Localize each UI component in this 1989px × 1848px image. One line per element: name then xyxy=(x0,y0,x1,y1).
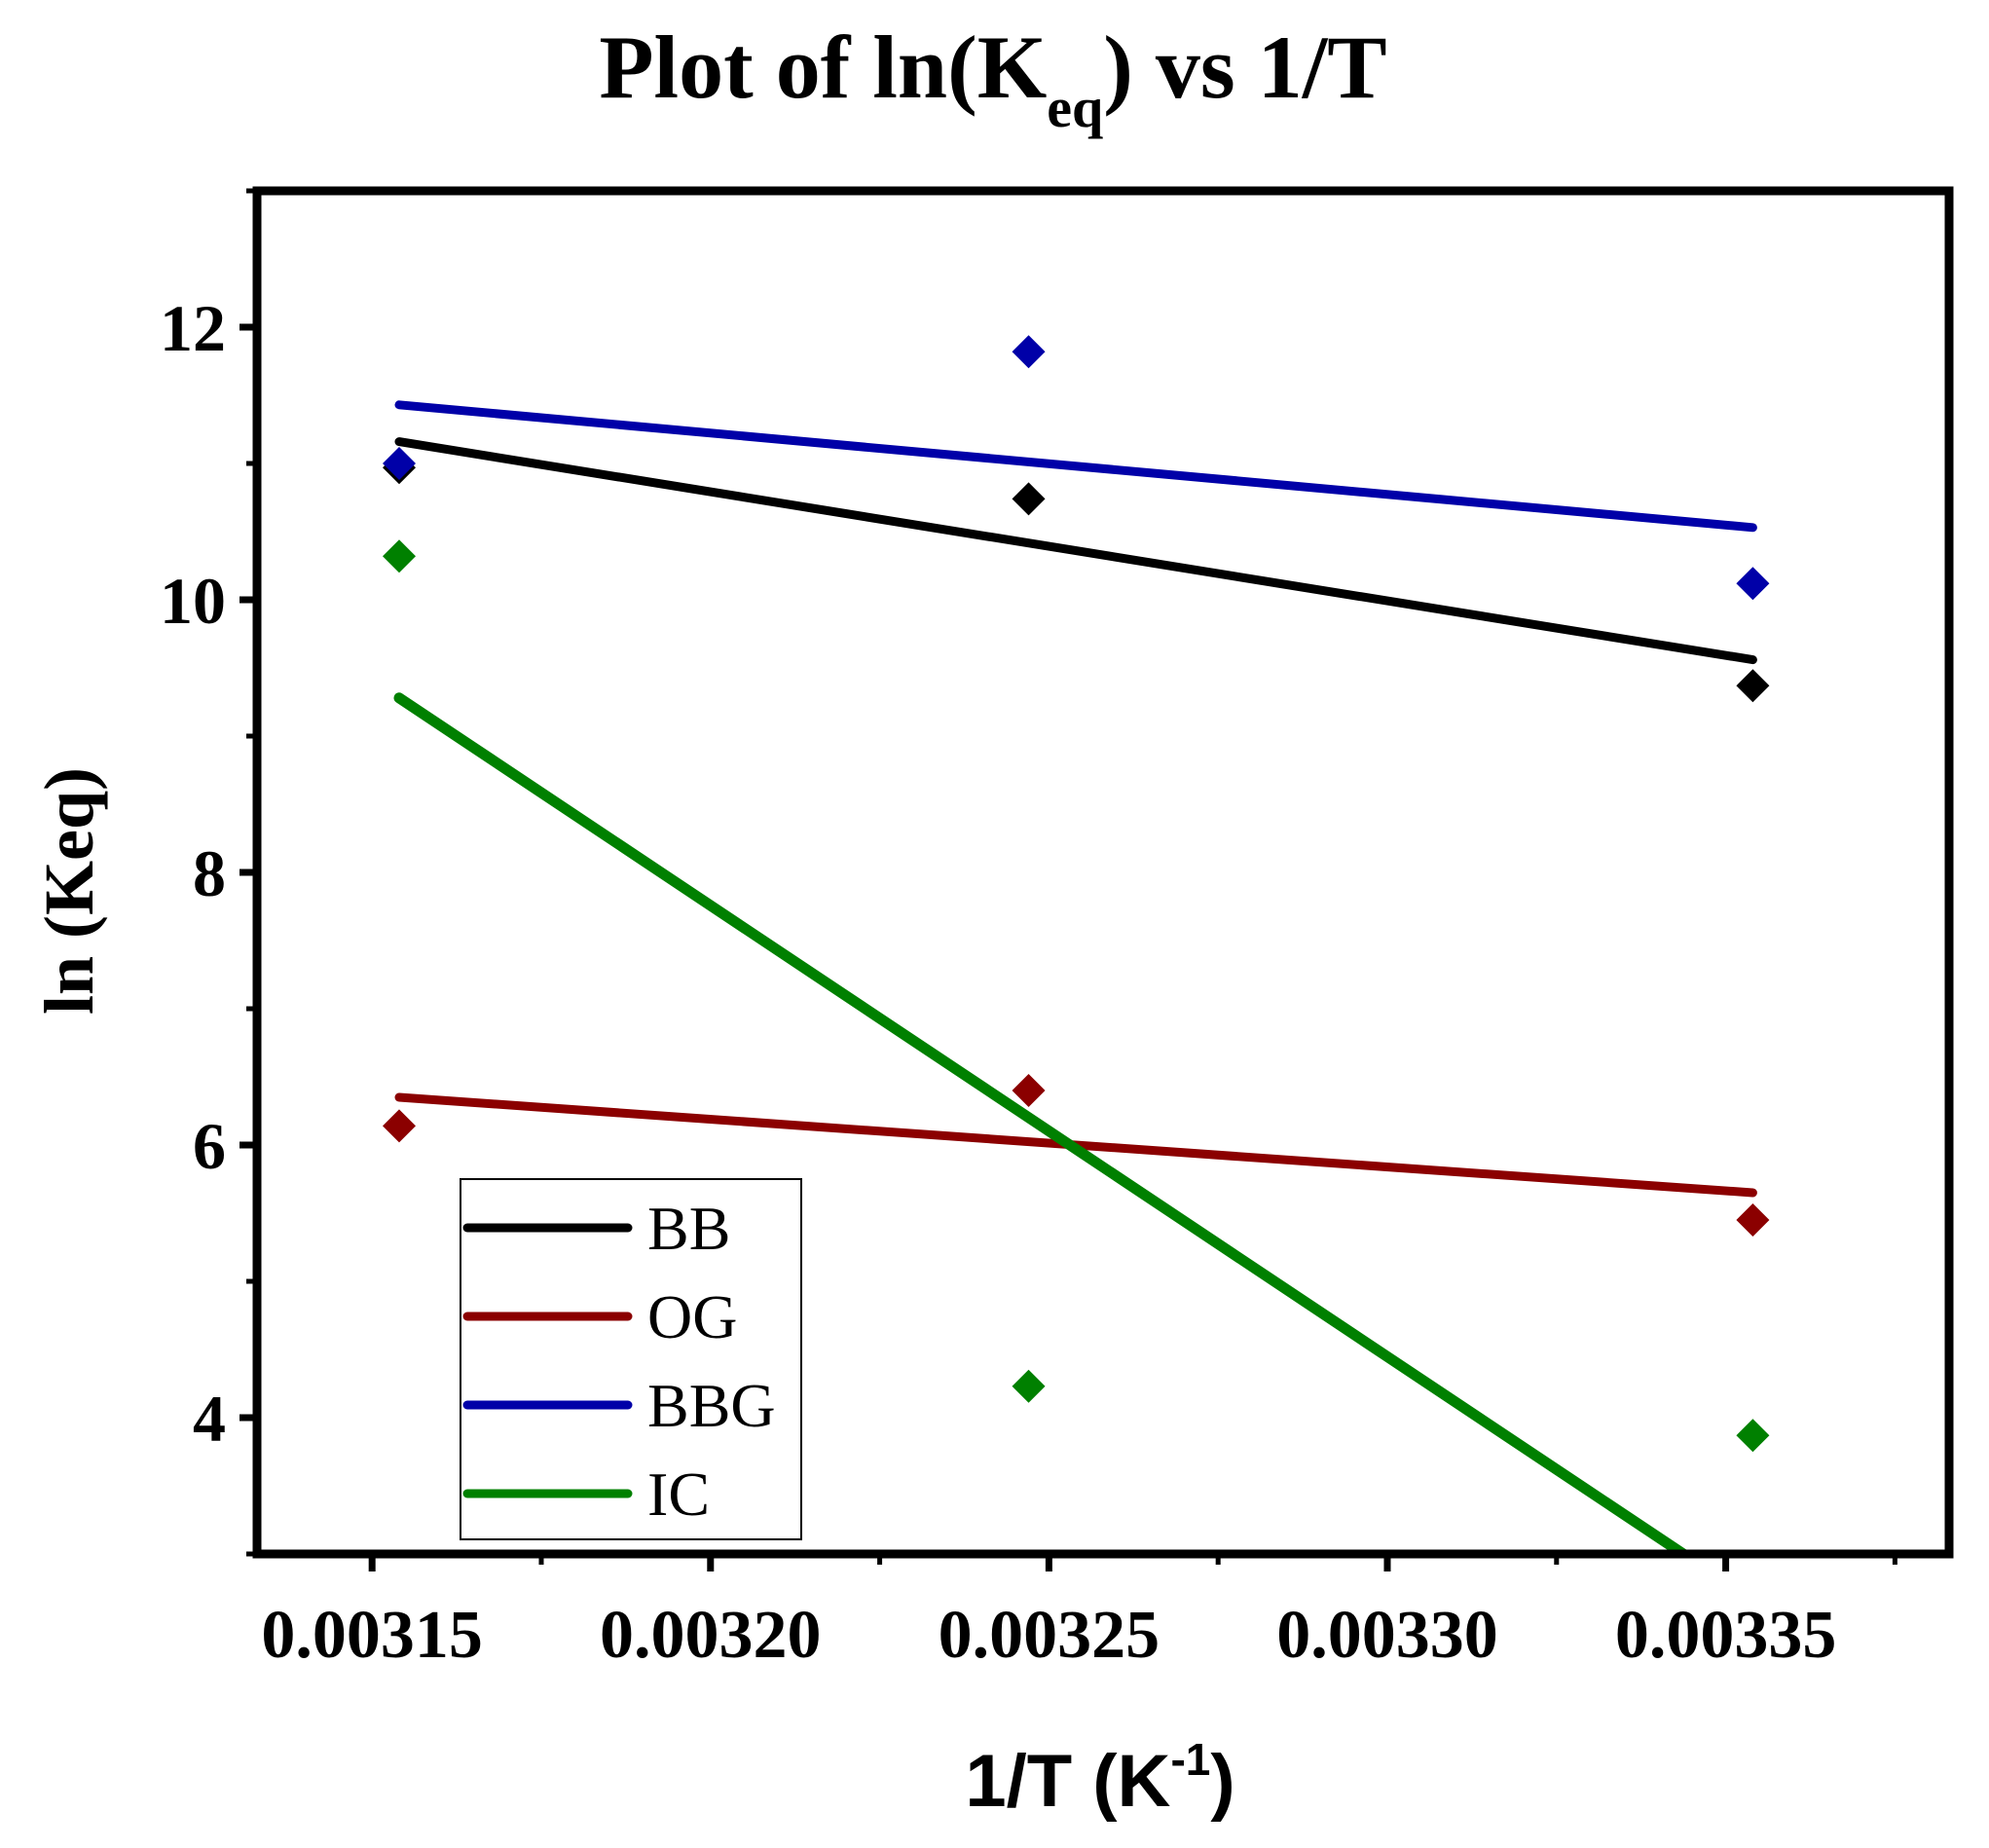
point-bbg xyxy=(382,447,416,480)
y-tick-label: 12 xyxy=(160,291,226,365)
fit-line-bb xyxy=(394,437,1757,665)
point-og xyxy=(1736,1203,1770,1237)
fit-line-bbg xyxy=(394,400,1757,533)
point-ic xyxy=(382,539,416,573)
legend-box xyxy=(460,1178,802,1540)
x-tick-label: 0.00315 xyxy=(261,1598,483,1673)
point-ic xyxy=(1736,1419,1770,1453)
chart-title: Plot of ln(Keq) vs 1/T xyxy=(599,18,1386,139)
y-tick-label: 8 xyxy=(193,836,226,910)
point-bb xyxy=(1736,669,1770,703)
point-bb xyxy=(1012,482,1046,516)
fit-line-ic xyxy=(393,692,1693,1554)
y-tick-label: 10 xyxy=(160,564,226,638)
y-tick-label: 6 xyxy=(193,1109,226,1183)
x-tick-label: 0.00335 xyxy=(1615,1598,1837,1673)
point-ic xyxy=(1012,1369,1046,1403)
y-axis-label: ln (Keq) xyxy=(30,767,108,1015)
legend-label-ic: IC xyxy=(647,1460,710,1529)
x-tick-label: 0.00320 xyxy=(600,1598,822,1673)
point-bbg xyxy=(1012,335,1046,369)
legend: BB OG BBG IC xyxy=(460,1178,802,1540)
y-tick-label: 4 xyxy=(193,1382,226,1456)
point-bbg xyxy=(1736,567,1770,601)
point-og xyxy=(382,1109,416,1143)
legend-label-og: OG xyxy=(647,1282,737,1351)
x-axis-label: 1/T (K-1) xyxy=(965,1734,1234,1823)
x-tick-label: 0.00330 xyxy=(1276,1598,1498,1673)
point-og xyxy=(1012,1074,1046,1107)
x-tick-label: 0.00325 xyxy=(939,1598,1160,1673)
legend-label-bbg: BBG xyxy=(647,1371,776,1440)
legend-label-bb: BB xyxy=(647,1194,730,1263)
